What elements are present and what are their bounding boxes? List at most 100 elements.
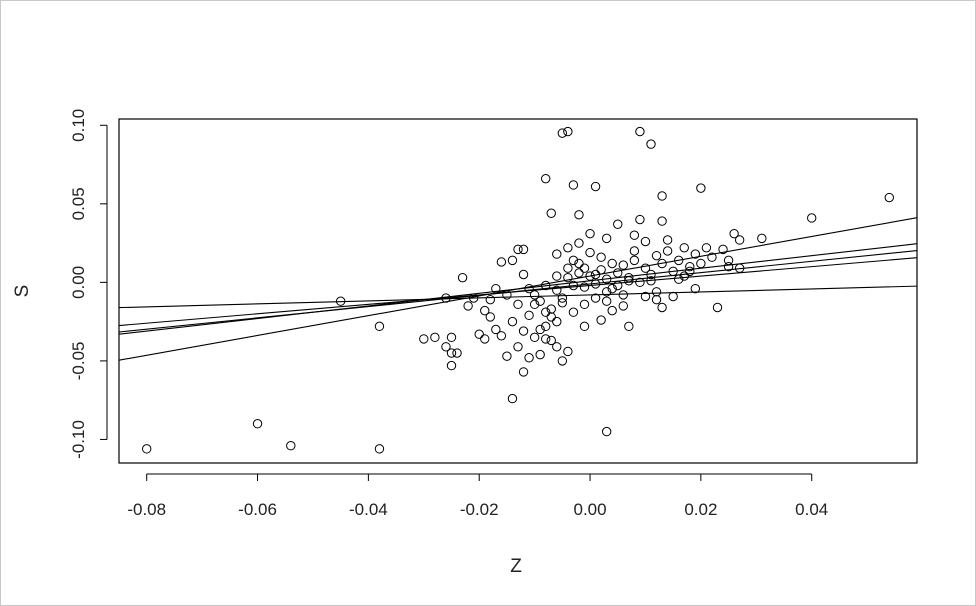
data-point <box>618 301 628 311</box>
data-point <box>496 331 507 341</box>
data-point <box>529 290 540 300</box>
data-point <box>446 360 457 371</box>
data-point <box>142 444 152 454</box>
data-point <box>613 219 623 229</box>
data-point <box>552 249 562 259</box>
data-point <box>674 274 684 284</box>
data-point <box>585 271 595 281</box>
data-point <box>574 238 584 248</box>
data-point <box>468 293 479 303</box>
data-point <box>568 307 579 317</box>
data-point <box>524 310 534 321</box>
data-point <box>624 276 634 286</box>
data-point <box>651 287 662 297</box>
data-point <box>452 348 462 358</box>
regression-line-2 <box>118 243 918 335</box>
data-point <box>480 305 490 316</box>
data-point <box>568 255 579 266</box>
data-point <box>596 265 606 275</box>
data-point <box>629 255 640 266</box>
x-axis-label: Z <box>510 556 522 577</box>
data-point <box>563 272 573 283</box>
data-point <box>601 233 612 244</box>
data-point <box>374 444 385 454</box>
data-point <box>723 261 734 272</box>
data-point <box>629 246 640 256</box>
data-point <box>552 316 562 327</box>
data-point <box>651 250 662 261</box>
data-point <box>430 332 440 343</box>
x-tick-label: -0.02 <box>460 500 499 519</box>
data-point <box>690 283 701 294</box>
data-point <box>601 274 612 284</box>
data-point <box>679 243 689 253</box>
data-point <box>601 296 612 306</box>
y-tick-label: 0.10 <box>69 109 88 142</box>
data-point <box>574 268 584 278</box>
data-point <box>568 280 579 291</box>
data-point <box>701 243 712 253</box>
data-point <box>707 252 717 262</box>
y-tick-label: 0.00 <box>69 266 88 299</box>
data-point <box>601 426 612 437</box>
data-point <box>734 235 745 245</box>
data-point <box>535 324 545 335</box>
data-point <box>446 332 457 343</box>
data-point <box>607 283 617 294</box>
data-point <box>696 183 706 193</box>
data-point <box>502 351 512 361</box>
data-point <box>518 367 529 377</box>
y-tick-label: 0.05 <box>69 187 88 220</box>
regression-line-4 <box>118 257 918 327</box>
data-point <box>601 287 612 297</box>
data-point <box>685 261 695 272</box>
x-tick-label: -0.08 <box>127 500 166 519</box>
data-point <box>657 191 667 201</box>
data-point <box>624 321 634 332</box>
data-point <box>546 304 556 314</box>
data-point <box>618 260 628 270</box>
data-point <box>646 139 656 149</box>
data-point <box>585 228 595 239</box>
data-point <box>579 263 590 273</box>
data-point <box>613 280 623 291</box>
data-point <box>524 283 534 294</box>
data-point <box>646 269 656 280</box>
data-point <box>662 235 673 245</box>
data-point <box>590 181 601 192</box>
data-point <box>668 291 678 302</box>
y-tick-label: -0.05 <box>69 342 88 381</box>
data-point <box>624 272 634 283</box>
x-tick-label: 0.04 <box>795 500 828 519</box>
data-point <box>513 342 523 352</box>
data-point <box>635 214 645 225</box>
data-point <box>552 342 562 352</box>
data-point <box>474 329 484 339</box>
regression-lines <box>118 217 918 361</box>
data-point <box>518 326 529 336</box>
data-point <box>496 257 507 267</box>
data-point <box>640 291 651 302</box>
data-point <box>734 263 745 273</box>
data-point <box>419 334 429 344</box>
data-point <box>374 321 385 332</box>
data-point <box>507 393 518 404</box>
data-point <box>579 321 590 332</box>
data-point <box>690 249 701 259</box>
data-point <box>635 126 645 137</box>
data-point <box>541 307 551 317</box>
data-point <box>507 316 518 327</box>
data-point <box>491 283 501 294</box>
x-tick-label: 0.02 <box>684 500 717 519</box>
data-point <box>491 324 501 335</box>
y-tick-label: -0.10 <box>69 420 88 459</box>
y-axis: -0.10 -0.05 0.00 0.05 0.10 <box>69 109 108 459</box>
x-tick-label: -0.04 <box>349 500 388 519</box>
data-point <box>563 346 573 357</box>
data-point <box>457 272 468 283</box>
data-point <box>596 315 606 325</box>
data-point <box>618 290 628 300</box>
data-point <box>480 334 490 344</box>
data-point <box>485 294 495 305</box>
